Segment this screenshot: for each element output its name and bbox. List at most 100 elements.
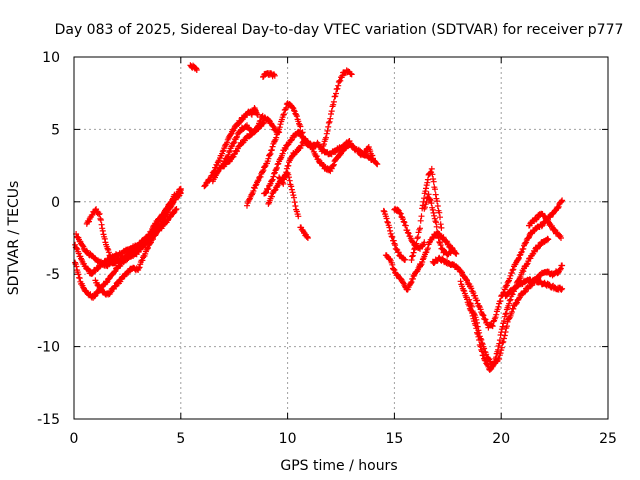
data-point: [386, 224, 393, 231]
data-point: [283, 169, 290, 176]
data-point: [477, 306, 484, 313]
data-point: [479, 340, 485, 347]
data-point: [268, 193, 275, 200]
data-point: [288, 183, 295, 190]
data-point: [483, 351, 490, 358]
data-point: [327, 115, 334, 122]
data-point: [173, 206, 180, 212]
data-point: [144, 245, 151, 252]
data-track-track-s: [355, 146, 381, 168]
data-point: [469, 303, 475, 310]
y-tick-label: 10: [42, 50, 60, 66]
data-point: [325, 123, 332, 130]
data-point: [555, 203, 562, 210]
data-point: [281, 111, 287, 118]
y-tick-label: -15: [37, 412, 60, 428]
data-point: [86, 218, 92, 225]
data-track-track-ac: [502, 276, 566, 300]
data-track-track-j: [248, 105, 261, 118]
x-tick-label: 0: [70, 431, 79, 447]
data-point: [397, 210, 404, 217]
data-point: [333, 90, 339, 97]
data-point: [244, 202, 250, 209]
data-point: [281, 176, 287, 183]
data-point: [559, 285, 566, 292]
data-point: [501, 332, 508, 339]
x-tick-label: 10: [279, 431, 297, 447]
data-point: [404, 229, 411, 236]
data-point: [161, 216, 168, 223]
data-point: [518, 249, 525, 256]
data-point: [508, 270, 515, 276]
data-point: [500, 338, 507, 345]
data-point: [104, 245, 111, 252]
data-point: [402, 256, 409, 263]
data-point: [219, 148, 226, 155]
data-point: [268, 147, 275, 153]
data-point: [502, 311, 509, 318]
data-point: [438, 224, 445, 231]
data-point: [502, 329, 509, 335]
data-track-track-k: [260, 70, 278, 80]
data-point: [453, 250, 460, 257]
data-point: [474, 297, 480, 304]
data-point: [436, 209, 443, 216]
data-point: [558, 198, 565, 205]
data-point: [330, 161, 337, 168]
data-point: [508, 309, 515, 315]
data-point: [437, 242, 444, 248]
chart-title: Day 083 of 2025, Sidereal Day-to-day VTE…: [55, 22, 624, 38]
data-point: [466, 296, 473, 303]
data-point: [429, 206, 436, 213]
data-point: [76, 275, 83, 282]
data-point: [473, 316, 480, 323]
data-point: [107, 253, 114, 260]
data-point: [507, 296, 514, 303]
data-point: [348, 71, 355, 78]
data-point: [328, 108, 335, 115]
data-point: [334, 85, 341, 92]
data-point: [273, 164, 280, 171]
data-point: [493, 311, 500, 318]
data-point: [463, 276, 470, 283]
data-point: [402, 222, 409, 229]
data-track-track-y: [417, 230, 460, 270]
data-point: [474, 323, 481, 330]
data-point: [273, 166, 280, 173]
data-point: [308, 141, 315, 148]
data-point: [431, 212, 438, 219]
data-point: [407, 280, 414, 287]
data-point: [383, 215, 390, 222]
data-point: [559, 197, 566, 204]
data-track-track-c: [73, 206, 180, 270]
data-track-track-l: [244, 100, 304, 209]
data-point: [388, 233, 395, 240]
data-point: [282, 173, 289, 180]
data-point: [498, 344, 505, 351]
data-point: [96, 210, 103, 217]
data-point: [285, 162, 292, 169]
data-point: [389, 234, 396, 240]
x-tick-label: 20: [492, 431, 510, 447]
data-point: [429, 171, 436, 178]
data-point: [286, 177, 293, 184]
data-point: [325, 119, 332, 126]
plot-frame: [73, 56, 609, 420]
data-point: [474, 319, 480, 326]
data-point: [330, 101, 337, 108]
data-point: [499, 339, 506, 346]
data-point: [234, 133, 240, 140]
data-point: [337, 77, 344, 84]
data-point: [280, 112, 287, 118]
data-point: [506, 275, 513, 282]
data-point: [291, 194, 297, 201]
y-tick-labels: -15 -10 -5 0 5 10: [37, 50, 60, 428]
data-point: [408, 257, 415, 263]
data-point: [215, 158, 222, 165]
data-point: [265, 155, 272, 162]
data-point: [295, 213, 302, 220]
data-track-track-e: [92, 187, 184, 298]
data-point: [150, 236, 156, 243]
data-point: [477, 335, 484, 342]
